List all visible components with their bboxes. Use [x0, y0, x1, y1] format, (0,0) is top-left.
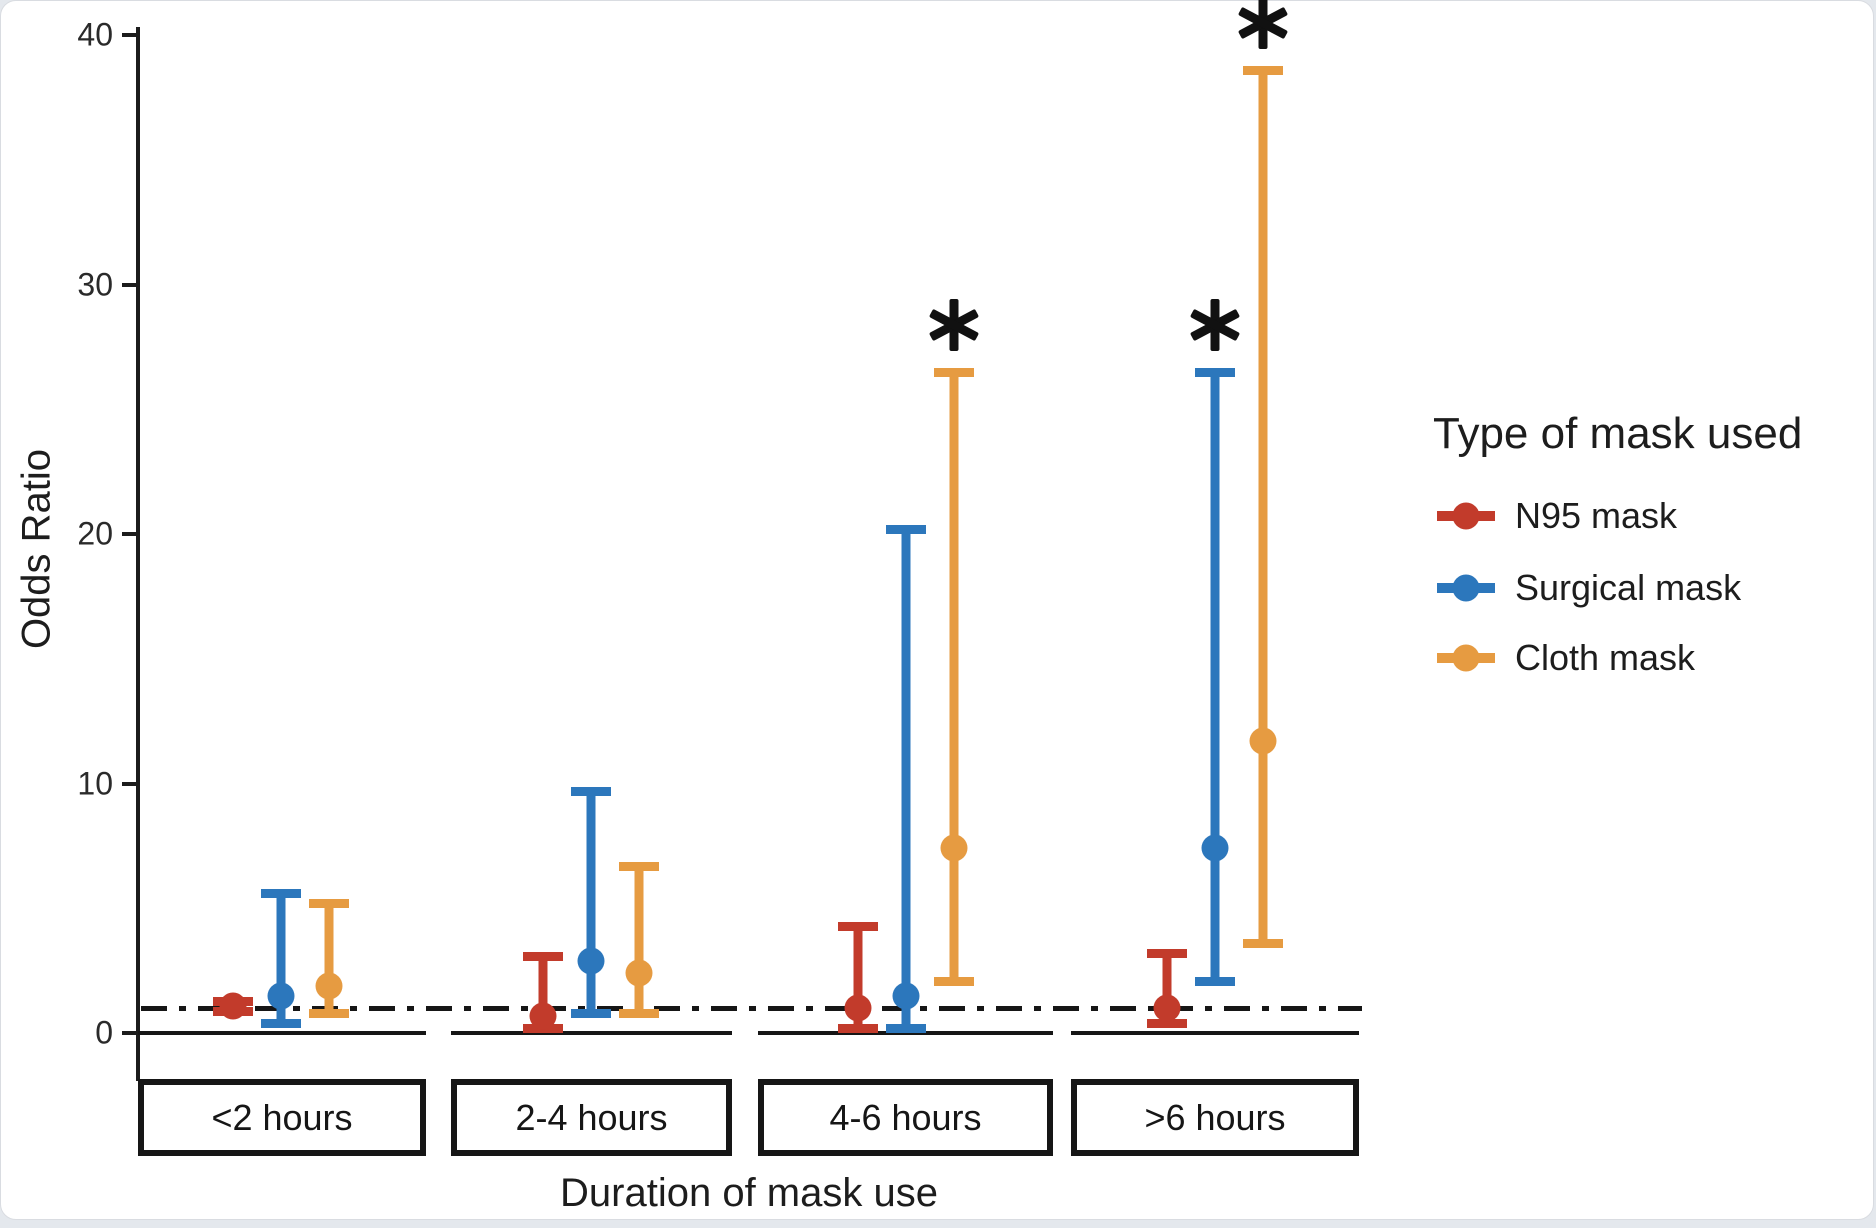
ci-cap-lower: [838, 1024, 878, 1033]
significance-asterisk: [1189, 298, 1241, 351]
ci-line: [853, 925, 863, 1028]
point-estimate-dot: [1249, 727, 1277, 755]
ci-cap-upper: [934, 367, 974, 377]
ci-line: [901, 529, 911, 1028]
ci-cap-upper: [1195, 367, 1235, 377]
y-tick-label: 0: [95, 1014, 113, 1051]
category-box: <2 hours: [138, 1079, 426, 1156]
legend-item-n95-mask: N95 mask: [1437, 495, 1837, 536]
ci-cap-upper: [619, 861, 659, 871]
legend-label: N95 mask: [1515, 495, 1678, 536]
legend-label: Surgical mask: [1515, 567, 1742, 608]
point-estimate-dot: [267, 982, 295, 1010]
legend-item-surgical-mask: Surgical mask: [1437, 567, 1837, 608]
y-tick-mark: [122, 282, 137, 287]
ci-cap-lower: [1243, 939, 1283, 949]
ci-line: [324, 903, 334, 1014]
category-label: >6 hours: [1144, 1096, 1286, 1138]
point-estimate-dot: [219, 992, 247, 1020]
ci-cap-lower: [934, 976, 974, 986]
legend-key-dot: [1452, 502, 1480, 530]
ci-cap-upper: [1243, 65, 1283, 75]
zero-baseline-segment: [138, 1031, 426, 1035]
point-estimate-dot: [844, 994, 872, 1022]
legend-key-dot: [1452, 574, 1480, 602]
point-estimate-dot: [940, 834, 968, 862]
ci-cap-lower: [571, 1009, 611, 1019]
ci-cap-upper: [1147, 949, 1187, 959]
zero-baseline-segment: [451, 1031, 732, 1035]
ci-cap-lower: [261, 1019, 301, 1029]
y-tick-mark: [122, 781, 137, 786]
point-estimate-dot: [1201, 834, 1229, 862]
ci-cap-upper: [886, 525, 926, 534]
legend: Type of mask used N95 mask Surgical mask C…: [1433, 409, 1853, 709]
reference-line-or1: [141, 1006, 1362, 1011]
zero-baseline-segment: [1071, 1031, 1359, 1035]
ci-line: [538, 955, 548, 1028]
legend-label: Cloth mask: [1515, 637, 1696, 678]
y-tick-label: 20: [77, 515, 113, 552]
ci-cap-upper: [838, 921, 878, 931]
ci-line: [1258, 69, 1268, 944]
ci-cap-lower: [1195, 976, 1235, 986]
ci-cap-lower: [619, 1009, 659, 1019]
ci-line: [949, 371, 959, 981]
ci-cap-lower: [886, 1024, 926, 1033]
ci-line: [1162, 953, 1172, 1024]
point-estimate-dot: [892, 982, 920, 1010]
ci-cap-upper: [261, 889, 301, 899]
y-axis-line: [136, 27, 140, 1081]
category-label: <2 hours: [211, 1096, 353, 1138]
ci-line: [586, 790, 596, 1014]
ci-cap-upper: [571, 786, 611, 796]
ci-cap-lower: [309, 1009, 349, 1019]
category-label: 4-6 hours: [829, 1096, 982, 1138]
ci-cap-upper: [309, 899, 349, 909]
point-estimate-dot: [529, 1002, 557, 1030]
ci-cap-upper: [523, 951, 563, 961]
y-tick-mark: [122, 532, 137, 536]
x-axis-title: Duration of mask use: [560, 1171, 938, 1215]
point-estimate-dot: [1153, 994, 1181, 1022]
legend-item-cloth-mask: Cloth mask: [1437, 637, 1837, 678]
category-box: 4-6 hours: [758, 1079, 1053, 1156]
y-tick-label: 40: [77, 16, 113, 53]
ci-line: [634, 865, 644, 1014]
ci-line: [276, 893, 286, 1023]
zero-baseline-segment: [758, 1031, 1053, 1035]
y-tick-label: 10: [77, 765, 113, 801]
category-box: 2-4 hours: [451, 1079, 732, 1156]
y-axis-title: Odds Ratio: [14, 448, 59, 650]
category-box: >6 hours: [1071, 1079, 1359, 1156]
category-label: 2-4 hours: [515, 1096, 668, 1138]
y-tick-mark: [122, 33, 137, 37]
significance-asterisk: [1237, 0, 1289, 49]
point-estimate-dot: [315, 972, 343, 1000]
ci-cap-lower: [1147, 1019, 1187, 1029]
significance-asterisk: [928, 298, 980, 351]
y-tick-label: 30: [77, 266, 113, 302]
ci-line: [1210, 371, 1220, 981]
point-estimate-dot: [625, 959, 653, 987]
legend-title: Type of mask used: [1433, 409, 1803, 458]
legend-key-dot: [1452, 644, 1480, 672]
y-tick-mark: [122, 1031, 137, 1035]
point-estimate-dot: [577, 947, 605, 975]
